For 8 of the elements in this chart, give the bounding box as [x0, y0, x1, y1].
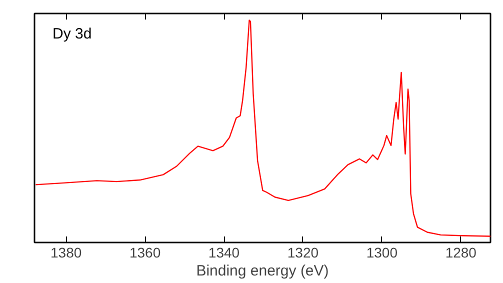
x-tick-label: 1320: [287, 244, 319, 260]
x-tick-label: 1280: [445, 244, 477, 260]
annotation: Dy 3d: [52, 26, 92, 42]
x-axis-title: Binding energy (eV): [196, 262, 329, 280]
x-tick-label: 1340: [208, 244, 240, 260]
x-tick-label: 1380: [50, 244, 82, 260]
x-tick-label: 1360: [129, 244, 161, 260]
x-tick-label: 1300: [366, 244, 398, 260]
